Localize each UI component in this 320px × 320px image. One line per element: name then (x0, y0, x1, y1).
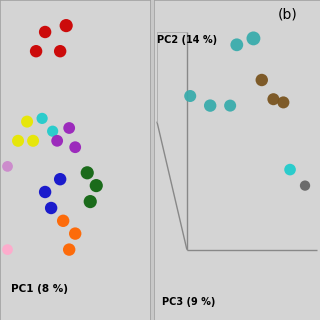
Point (50, 129, 55, 134)
Point (49, 205, 54, 211)
Point (302, 183, 308, 188)
Point (30, 138, 36, 143)
Point (85, 170, 90, 175)
Point (5, 247, 10, 252)
Point (228, 103, 233, 108)
Text: PC2 (14 %): PC2 (14 %) (157, 35, 217, 45)
Point (67, 125, 72, 131)
Point (188, 93, 193, 99)
Point (73, 145, 78, 150)
Text: PC1 (8 %): PC1 (8 %) (11, 284, 68, 294)
Point (251, 36, 256, 41)
Point (64, 23, 69, 28)
Point (67, 247, 72, 252)
Point (287, 167, 292, 172)
Point (43, 29, 48, 35)
Point (55, 138, 60, 143)
Point (40, 116, 45, 121)
Point (208, 103, 213, 108)
Text: (b): (b) (278, 8, 298, 22)
Point (58, 49, 63, 54)
Point (94, 183, 99, 188)
Text: PC3 (9 %): PC3 (9 %) (162, 297, 215, 307)
Point (271, 97, 276, 102)
Point (15, 138, 20, 143)
Point (43, 189, 48, 195)
Point (60, 218, 66, 223)
Point (34, 49, 39, 54)
Point (281, 100, 286, 105)
Point (234, 42, 239, 47)
Point (58, 177, 63, 182)
Point (25, 119, 30, 124)
Point (73, 231, 78, 236)
Point (88, 199, 93, 204)
Point (5, 164, 10, 169)
Point (259, 77, 264, 83)
